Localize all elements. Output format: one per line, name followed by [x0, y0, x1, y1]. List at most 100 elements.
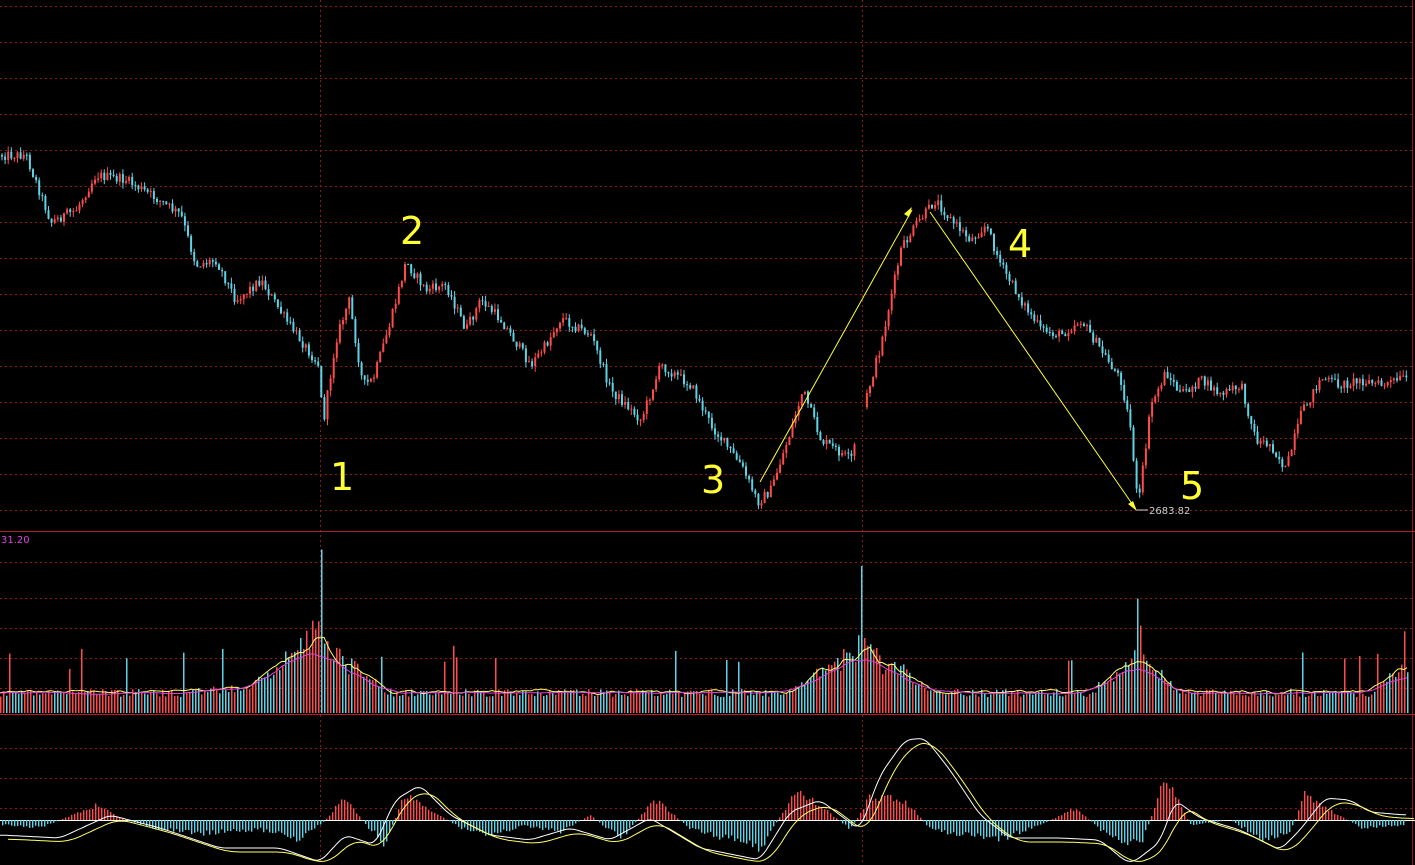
macd-bar [662, 803, 664, 820]
macd-bar [1103, 820, 1105, 831]
volume-bar [921, 681, 923, 713]
volume-bar [756, 690, 758, 713]
macd-bar [410, 795, 412, 820]
candle-body [503, 322, 506, 330]
volume-bar [576, 689, 578, 713]
macd-bar [1010, 820, 1012, 837]
volume-bar [852, 656, 854, 713]
macd-bar [1298, 810, 1300, 820]
macd-bar [398, 809, 400, 820]
macd-bar [401, 799, 403, 820]
candle-body [1141, 465, 1144, 493]
candle-body [779, 464, 782, 473]
macd-bar [926, 820, 928, 826]
candle-body [1253, 423, 1256, 432]
macd-bar [1256, 820, 1258, 835]
candle-body [397, 287, 400, 304]
volume-bar [492, 696, 494, 713]
macd-bar [800, 790, 802, 820]
volume-bar [1068, 660, 1070, 713]
volume-bar [828, 664, 830, 713]
volume-bar [93, 690, 95, 713]
candle-body [1318, 379, 1321, 391]
macd-bar [167, 820, 169, 831]
macd-bar [35, 820, 37, 826]
macd-bar [239, 820, 241, 832]
candle-body [87, 191, 90, 198]
macd-bar [665, 806, 667, 820]
volume-bar [669, 689, 671, 713]
candle-body [416, 273, 419, 278]
candle-body [267, 289, 270, 296]
candle-body [909, 235, 912, 243]
volume-bar [783, 694, 785, 713]
macd-bar [440, 815, 442, 820]
volume-bar [222, 648, 224, 713]
candle-body [1371, 380, 1374, 384]
macd-bar [1007, 820, 1009, 840]
volume-bar [1380, 683, 1382, 713]
macd-bar [1112, 820, 1114, 838]
candle-body [38, 180, 41, 196]
volume-bar [1026, 693, 1028, 713]
macd-bar [593, 817, 595, 820]
candle-body [441, 284, 444, 287]
candle-body [199, 266, 202, 268]
macd-bar [116, 816, 118, 820]
macd-bar [293, 820, 295, 837]
candle-body [180, 211, 183, 217]
volume-bar [180, 696, 182, 713]
volume-bar [459, 694, 461, 713]
macd-bar [347, 801, 349, 820]
macd-bar [1322, 806, 1324, 820]
macd-bar [917, 815, 919, 820]
candle-body [1033, 314, 1036, 321]
candle-body [844, 452, 847, 454]
macd-bar [776, 820, 778, 823]
candle-body [924, 208, 927, 219]
macd-bar [329, 815, 331, 820]
volume-bar [699, 693, 701, 713]
macd-bar [464, 820, 466, 828]
macd-bar [260, 820, 262, 828]
macd-bar [173, 820, 175, 832]
macd-bar [542, 820, 544, 831]
volume-bars [0, 549, 1409, 713]
macd-bar [149, 820, 151, 827]
volume-bar [417, 694, 419, 713]
volume-bar [1215, 692, 1217, 713]
volume-bar [750, 690, 752, 713]
candle-body [1265, 440, 1268, 447]
volume-bar [126, 658, 128, 713]
macd-bar [818, 806, 820, 820]
volume-bar [897, 674, 899, 713]
macd-bar [854, 820, 856, 823]
macd-bar [1160, 785, 1162, 820]
macd-bar [1205, 820, 1207, 823]
volume-bar [963, 695, 965, 713]
macd-bar [713, 820, 715, 837]
candle-body [921, 218, 924, 220]
candle-body [438, 286, 441, 291]
macd-bar [1265, 820, 1267, 838]
macd-bar [941, 820, 943, 832]
macd-bar [335, 805, 337, 820]
volume-bar [303, 648, 305, 713]
candle-body [1237, 389, 1240, 391]
volume-bar [30, 690, 32, 713]
volume-bar [540, 693, 542, 713]
candle-body [1389, 380, 1392, 383]
volume-bar [1323, 690, 1325, 713]
macd-bar [497, 820, 499, 834]
volume-bar [150, 691, 152, 713]
macd-bar [473, 820, 475, 832]
candle-body [1256, 431, 1259, 444]
macd-bar [1400, 820, 1402, 825]
volume-bar [312, 620, 314, 713]
candle-body [1287, 456, 1290, 466]
candle-body [1262, 440, 1265, 442]
macd-bar [1250, 820, 1252, 833]
volume-bar [612, 696, 614, 713]
candle-body [1303, 404, 1305, 411]
volume-bar [1182, 691, 1184, 713]
